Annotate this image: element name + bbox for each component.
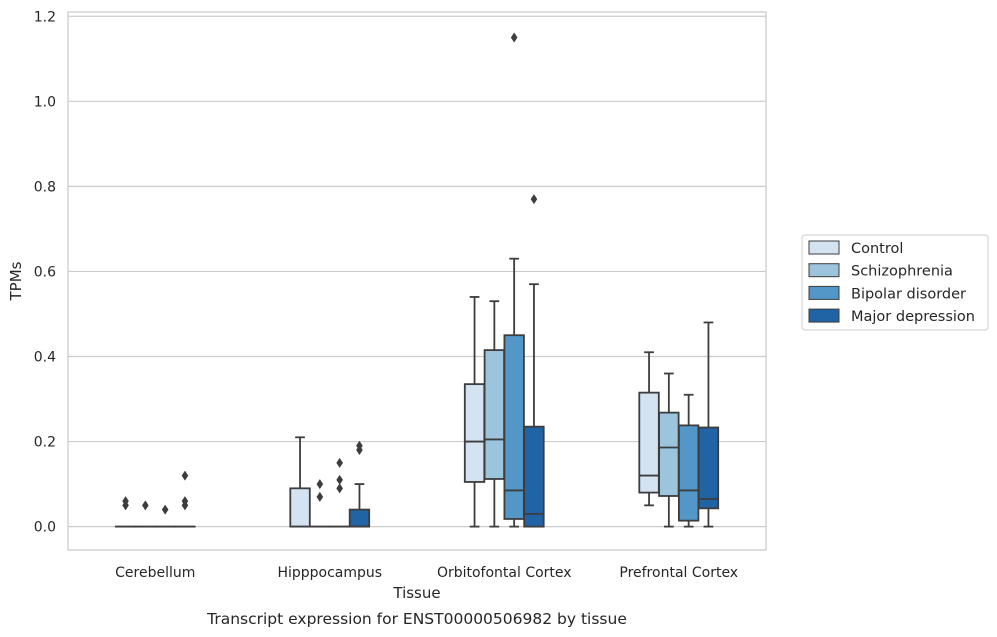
box-element xyxy=(328,457,351,528)
x-axis-ticks: Cerebellum Hipppocampus Orbitofontal Corte… xyxy=(115,565,738,581)
box-iqr xyxy=(697,426,720,510)
box-iqr xyxy=(483,349,506,480)
outlier-point xyxy=(530,194,538,205)
legend-label: Control xyxy=(851,241,903,257)
box-iqr xyxy=(678,424,700,522)
y-tick-label: 1.2 xyxy=(34,9,56,25)
outlier-point xyxy=(336,474,343,485)
y-tick-label: 0.6 xyxy=(34,264,56,280)
y-axis-ticks: 0.0 0.2 0.4 0.6 0.8 1.0 1.2 xyxy=(34,9,56,535)
legend-label: Schizophrenia xyxy=(851,264,953,280)
x-tick-label: Prefrontal Cortex xyxy=(619,565,738,581)
y-tick-label: 0.8 xyxy=(34,179,56,195)
legend-swatch xyxy=(808,263,840,278)
box-element xyxy=(523,194,545,528)
legend-swatch xyxy=(808,240,840,255)
chart-caption: Transcript expression for ENST0000050698… xyxy=(206,610,627,628)
legend-label: Bipolar disorder xyxy=(851,286,966,302)
plot-area-frame xyxy=(67,11,767,551)
box-iqr xyxy=(638,391,660,494)
box-element xyxy=(289,436,311,528)
box-iqr xyxy=(658,411,680,497)
outlier-point xyxy=(336,457,343,468)
box-element xyxy=(503,32,525,528)
y-tick-label: 0.0 xyxy=(34,520,56,536)
x-tick-label: Hipppocampus xyxy=(277,565,382,581)
box-element xyxy=(658,372,680,528)
x-tick-label: Cerebellum xyxy=(115,565,195,581)
series-control xyxy=(114,296,660,528)
box-plots xyxy=(114,32,720,528)
legend: Control Schizophrenia Bipolar disorder Majo… xyxy=(801,234,989,331)
box-element xyxy=(114,496,137,528)
grid-lines xyxy=(68,15,766,528)
outlier-point xyxy=(316,491,324,502)
box-element xyxy=(638,351,660,507)
legend-label: Major depression xyxy=(851,309,975,325)
y-tick-label: 0.2 xyxy=(34,435,56,451)
x-tick-label: Orbitofontal Cortex xyxy=(437,565,572,581)
series-major-depression xyxy=(174,194,720,528)
box-element xyxy=(483,300,506,528)
x-axis-title: Tissue xyxy=(392,584,440,602)
box-element xyxy=(154,504,176,528)
legend-swatch xyxy=(808,308,840,323)
outlier-point xyxy=(316,479,324,490)
box-element xyxy=(174,470,196,528)
box-iqr xyxy=(523,425,545,528)
outlier-point xyxy=(142,500,149,511)
series-bipolar-disorder xyxy=(154,32,700,528)
box-iqr xyxy=(463,383,486,483)
outlier-point xyxy=(510,32,518,43)
outlier-point xyxy=(356,440,363,451)
legend-frame xyxy=(801,234,989,331)
outlier-point xyxy=(122,496,129,507)
box-element xyxy=(309,479,331,528)
box-element xyxy=(348,440,371,528)
box-element xyxy=(134,500,157,528)
outlier-point xyxy=(181,470,189,481)
box-iqr xyxy=(503,334,525,520)
series-schizophrenia xyxy=(134,300,680,528)
y-axis-title: TPMs xyxy=(7,261,25,301)
box-element xyxy=(678,393,700,528)
y-tick-label: 0.4 xyxy=(34,349,56,365)
box-iqr xyxy=(289,487,311,528)
box-iqr xyxy=(348,508,371,528)
outlier-point xyxy=(181,496,189,507)
outlier-point xyxy=(336,483,343,494)
legend-swatch xyxy=(808,285,840,300)
outlier-point xyxy=(161,504,169,515)
box-element xyxy=(697,321,720,528)
y-tick-label: 1.0 xyxy=(34,94,56,110)
box-element xyxy=(463,296,486,528)
